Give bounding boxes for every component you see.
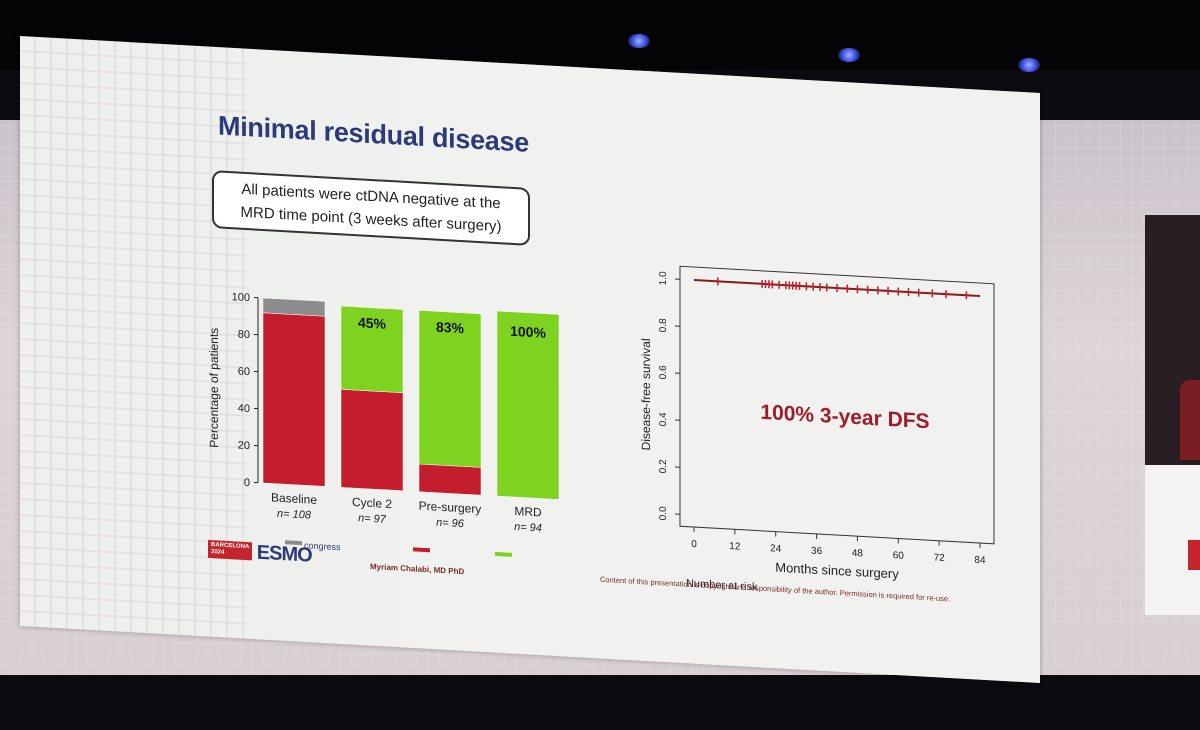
y-tick-label: 60 — [238, 366, 250, 379]
legend-swatch — [413, 547, 430, 560]
dfs-annotation: 100% 3-year DFS — [760, 401, 929, 433]
logo-badge: BARCELONA 2024 — [208, 540, 252, 560]
y-tick-label: 0.2 — [658, 459, 669, 474]
legend-label: ctDNA- — [519, 556, 555, 560]
y-tick-label: 40 — [238, 403, 250, 416]
x-tick-label: 36 — [811, 546, 823, 558]
x-tick-label: 24 — [770, 543, 782, 555]
bar-segment-baselinectdna — [263, 298, 325, 316]
x-axis-label: Months since surgery — [775, 560, 899, 582]
x-category-label: Cycle 2 — [352, 495, 392, 511]
bar-data-label: 45% — [358, 314, 387, 332]
bar-segment-ctdna — [341, 389, 403, 491]
x-tick-label: 60 — [893, 550, 905, 562]
dfs-km-chart: 0.0 0.2 0.4 0.6 0.8 1.0 0 12 24 36 48 60 72 84 Disease… — [620, 223, 1040, 606]
risk-count: 110 — [727, 601, 742, 606]
y-tick-label: 0 — [244, 477, 250, 489]
y-tick-label: 0.6 — [658, 365, 669, 380]
x-tick-label: 72 — [934, 552, 946, 564]
bar-segment-ctdna — [263, 313, 325, 487]
y-axis-label: Percentage of patients — [207, 327, 221, 448]
risk-count: 58 — [811, 606, 822, 607]
callout-box: All patients were ctDNA negative at the … — [212, 170, 530, 246]
bar-data-label: 83% — [436, 319, 465, 337]
y-tick-label: 1.0 — [658, 271, 669, 286]
esmo-logo: BARCELONA 2024 ESMO congress — [208, 540, 312, 566]
ctdna-bar-chart: 0 20 40 60 80 100 Percentage of patients Baseli… — [200, 239, 580, 560]
presenter-name: Myriam Chalabi, MD PhD — [370, 562, 464, 576]
slide-title: Minimal residual disease — [218, 110, 529, 158]
x-n-label: n= 97 — [358, 512, 387, 526]
x-category-label: Pre-surgery — [419, 499, 482, 516]
x-tick-label: 48 — [852, 548, 864, 560]
risk-count: 111 — [687, 599, 701, 607]
y-tick-label: 0.4 — [658, 412, 669, 427]
y-tick-label: 20 — [238, 440, 250, 453]
legend-label: ctDNA+ — [437, 552, 475, 561]
x-tick-label: 84 — [974, 555, 986, 567]
y-tick-label: 100 — [232, 291, 250, 304]
bar-segment-ctdna — [419, 464, 481, 495]
x-n-label: n= 94 — [514, 521, 542, 535]
logo-congress: congress — [304, 540, 341, 552]
y-tick-label: 80 — [238, 329, 250, 342]
x-tick-label: 0 — [691, 539, 697, 550]
x-category-label: Baseline — [271, 490, 317, 507]
logo-badge-line-2: 2024 — [211, 549, 224, 556]
risk-count: 105 — [768, 603, 784, 606]
x-category-label: MRD — [514, 504, 542, 520]
x-n-label: n= 96 — [436, 517, 465, 531]
y-axis-label: Disease-free survival — [639, 338, 653, 451]
legend-swatch — [495, 552, 512, 561]
y-tick-label: 0.8 — [658, 318, 669, 333]
y-tick-label: 0.0 — [658, 506, 669, 521]
bar-data-label: 100% — [510, 323, 546, 341]
x-tick-label: 12 — [729, 541, 741, 553]
x-n-label: n= 108 — [277, 508, 312, 522]
